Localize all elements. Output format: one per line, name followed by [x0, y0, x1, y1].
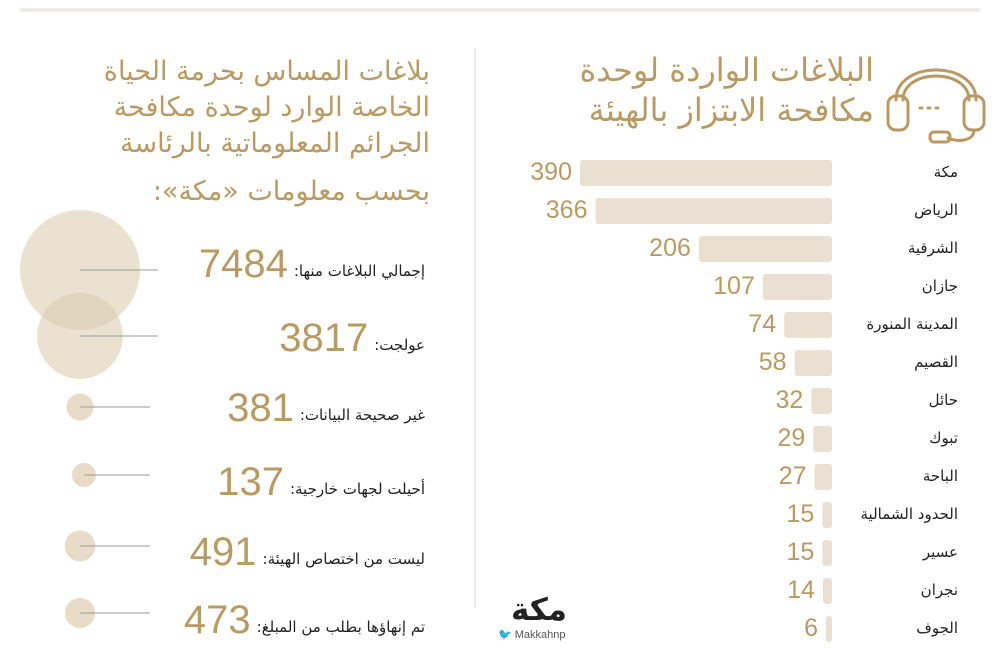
bar-value-label: 390 [530, 158, 572, 186]
bar-category-label: مكة [933, 163, 958, 181]
stat-label: تم إنهاؤها بطلب من المبلغ: [256, 618, 425, 636]
stat-value: 7484 [198, 242, 288, 286]
stats-title: بلاغات المساس بحرمة الحياة الخاصة الوارد… [60, 54, 430, 210]
stats-title-line-2: الخاصة الوارد لوحدة مكافحة [113, 92, 430, 123]
stats-title-line-4: بحسب معلومات «مكة»: [152, 176, 430, 207]
bar-value-label: 27 [778, 462, 807, 490]
bubble-2 [66, 393, 94, 421]
twitter-handle-text: Makkahnp [514, 629, 566, 641]
stat-value: 3817 [279, 316, 369, 360]
bar-value-label: 74 [748, 310, 777, 338]
stat-label: إجمالي البلاغات منها: [293, 262, 425, 280]
bar-value-label: 15 [786, 538, 815, 566]
bar-value-label: 32 [775, 386, 804, 414]
panel-divider [474, 48, 476, 608]
stat-value: 473 [183, 598, 251, 642]
bar-value-label: 366 [545, 196, 588, 224]
stats-title-line-1: بلاغات المساس بحرمة الحياة [103, 56, 430, 87]
bar-value-label: 15 [786, 500, 815, 528]
bar-category-label: الرياض [914, 201, 958, 219]
stat-label: غير صحيحة البيانات: [299, 406, 425, 424]
bar-category-label: الباحة [922, 467, 958, 485]
bubble-5 [64, 597, 96, 629]
bar-value-label: 107 [713, 272, 755, 300]
bar-chart-title: البلاغات الواردة لوحدة مكافحة الابتزاز ب… [514, 50, 875, 130]
bubble-4 [64, 530, 96, 562]
stat-value: 491 [189, 530, 257, 574]
bar-value-label: 206 [649, 234, 691, 262]
bar-value-label: 6 [804, 614, 818, 642]
bar-1 [595, 198, 832, 224]
bar-category-label: القصيم [914, 353, 958, 371]
logo: مكة [510, 592, 568, 628]
bar-category-label: حائل [928, 391, 958, 409]
bar-category-label: نجران [920, 581, 958, 599]
bar-0 [580, 160, 832, 186]
bar-category-label: جازان [921, 277, 958, 295]
bubble-overlap [37, 293, 123, 330]
bar-value-label: 29 [777, 424, 806, 452]
headphones-icon [886, 68, 986, 144]
twitter-handle: 🐦 Makkahnp [498, 628, 566, 641]
stats-title-line-3: الجرائم المعلوماتية بالرئاسة [120, 128, 430, 159]
twitter-bird-icon: 🐦 [498, 629, 512, 641]
stat-label: عولجت: [374, 336, 425, 354]
bar-category-label: تبوك [929, 429, 958, 447]
bubble-1 [37, 293, 123, 379]
top-rule [20, 8, 980, 12]
bar-category-label: المدينة المنورة [866, 315, 958, 333]
bar-value-label: 14 [787, 576, 815, 604]
stat-label: أحيلت لجهات خارجية: [289, 480, 425, 498]
bar-category-label: الحدود الشمالية [860, 505, 959, 523]
bar-chart-title-line-1: البلاغات الواردة لوحدة [579, 51, 875, 89]
bar-category-label: عسير [922, 543, 958, 561]
bar-chart-title-line-2: مكافحة الابتزاز بالهيئة [588, 91, 874, 129]
bubble-0 [20, 210, 140, 330]
stat-value: 381 [227, 386, 294, 430]
bar-category-label: الجوف [916, 619, 958, 637]
stat-label: ليست من اختصاص الهيئة: [262, 550, 425, 568]
stat-value: 137 [217, 460, 284, 504]
bar-value-label: 58 [758, 348, 787, 376]
bar-category-label: الشرقية [907, 239, 958, 257]
bubble-3 [72, 463, 96, 487]
